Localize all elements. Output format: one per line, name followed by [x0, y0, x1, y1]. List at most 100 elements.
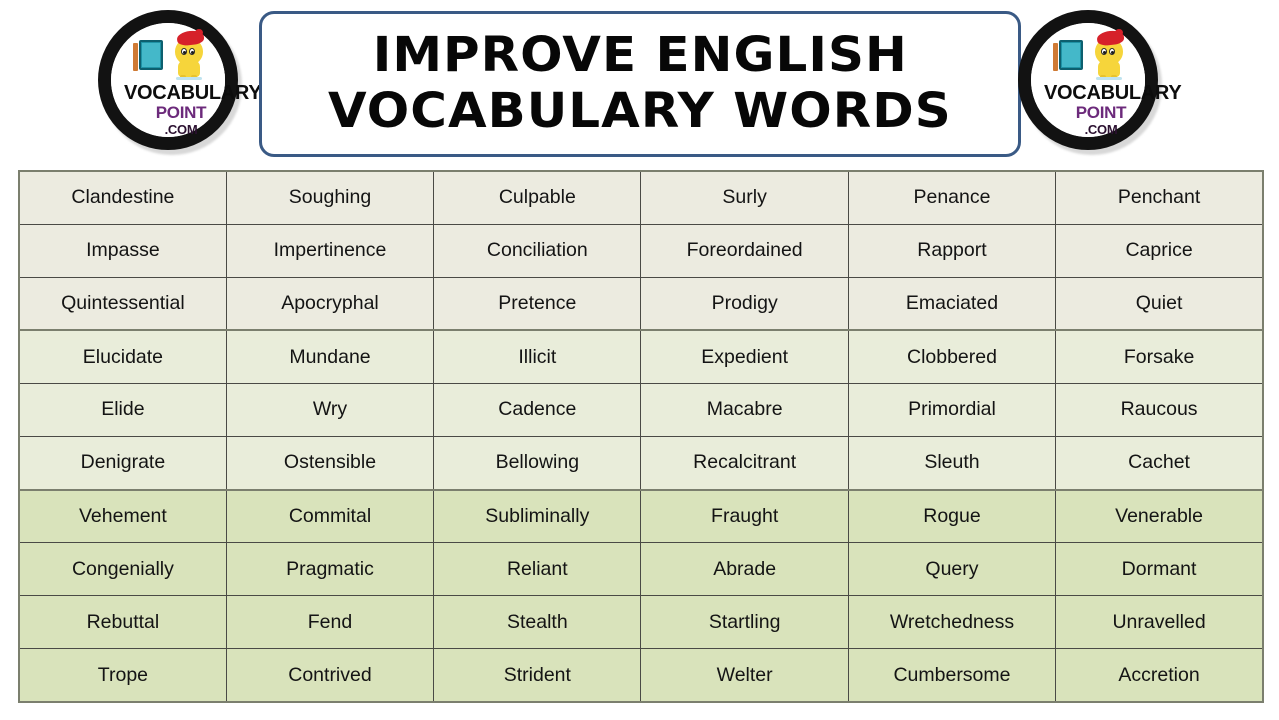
- table-row: Vehement Commital Subliminally Fraught Rogue…: [18, 489, 1264, 544]
- vocabulary-word-cell: Soughing: [225, 170, 435, 225]
- vocabulary-word-cell: Cachet: [1055, 435, 1264, 491]
- logo-text-vocabulary: VOCABULARY: [124, 82, 262, 104]
- vocabulary-word-cell: Bellowing: [433, 435, 642, 491]
- mascot-pupil-right: [191, 51, 194, 54]
- mascot-pupil-right: [1111, 51, 1114, 54]
- vocabulary-table-wrap: Clandestine Soughing Culpable Surly Penance P…: [18, 170, 1264, 703]
- vocabulary-word-cell: Cadence: [433, 382, 642, 437]
- vocabulary-word-cell: Venerable: [1055, 489, 1264, 544]
- vocabulary-word-cell: Welter: [640, 648, 849, 703]
- vocabulary-table: Clandestine Soughing Culpable Surly Penance P…: [18, 170, 1264, 703]
- vocabulary-word-cell: Abrade: [640, 542, 849, 597]
- vocabulary-word-cell: Rapport: [847, 223, 1057, 278]
- vocabulary-word-cell: Pretence: [433, 276, 642, 332]
- mascot-eye-left: [1101, 48, 1107, 55]
- vocabulary-word-cell: Dormant: [1055, 542, 1264, 597]
- vocabulary-word-cell: Penchant: [1055, 170, 1264, 225]
- vocabulary-word-cell: Clobbered: [847, 329, 1057, 384]
- mascot-eye-left: [181, 48, 187, 55]
- vocabulary-word-cell: Strident: [433, 648, 642, 703]
- vocabulary-word-cell: Macabre: [640, 382, 849, 437]
- brand-logo-right: VOCABULARY POINT .COM: [1018, 10, 1182, 158]
- vocabulary-word-cell: Wry: [225, 382, 435, 437]
- vocabulary-word-cell: Primordial: [847, 382, 1057, 437]
- vocabulary-word-cell: Commital: [225, 489, 435, 544]
- vocabulary-word-cell: Illicit: [433, 329, 642, 384]
- vocabulary-word-cell: Ostensible: [225, 435, 435, 491]
- table-row: Rebuttal Fend Stealth Startling Wretchedness…: [18, 595, 1264, 650]
- vocabulary-word-cell: Mundane: [225, 329, 435, 384]
- vocabulary-word-cell: Prodigy: [640, 276, 849, 332]
- vocabulary-word-cell: Elucidate: [18, 329, 227, 384]
- vocabulary-word-cell: Fend: [225, 595, 435, 650]
- book-icon: [1051, 40, 1085, 72]
- mascot-icon: [169, 29, 209, 80]
- vocabulary-word-cell: Raucous: [1055, 382, 1264, 437]
- vocabulary-word-cell: Accretion: [1055, 648, 1264, 703]
- table-row: Congenially Pragmatic Reliant Abrade Query Do…: [18, 542, 1264, 597]
- vocabulary-word-cell: Foreordained: [640, 223, 849, 278]
- logo-text-vocabulary: VOCABULARY: [1044, 82, 1182, 104]
- mascot-icon: [1089, 29, 1129, 80]
- brand-logo-left: VOCABULARY POINT .COM: [98, 10, 262, 158]
- vocabulary-word-cell: Congenially: [18, 542, 227, 597]
- page-title-line-2: VOCABULARY WORDS: [328, 83, 952, 139]
- mascot-pupil-left: [1103, 51, 1106, 54]
- table-row: Elide Wry Cadence Macabre Primordial Raucous: [18, 382, 1264, 437]
- vocabulary-word-cell: Sleuth: [847, 435, 1057, 491]
- vocabulary-word-cell: Elide: [18, 382, 227, 437]
- mascot-base: [176, 77, 202, 80]
- mascot-cap-nub: [1115, 29, 1123, 36]
- vocabulary-word-cell: Pragmatic: [225, 542, 435, 597]
- vocabulary-word-cell: Subliminally: [433, 489, 642, 544]
- table-row: Trope Contrived Strident Welter Cumbersome Ac…: [18, 648, 1264, 703]
- logo-text-point: POINT: [155, 103, 207, 122]
- vocabulary-word-cell: Rogue: [847, 489, 1057, 544]
- vocabulary-word-cell: Forsake: [1055, 329, 1264, 384]
- vocabulary-word-cell: Unravelled: [1055, 595, 1264, 650]
- vocabulary-table-body: Clandestine Soughing Culpable Surly Penance P…: [18, 170, 1264, 703]
- vocabulary-word-cell: Wretchedness: [847, 595, 1057, 650]
- vocabulary-word-cell: Query: [847, 542, 1057, 597]
- book-icon: [131, 40, 165, 72]
- vocabulary-word-cell: Emaciated: [847, 276, 1057, 332]
- mascot-eye-right: [189, 48, 195, 55]
- vocabulary-word-cell: Clandestine: [18, 170, 227, 225]
- vocabulary-word-cell: Conciliation: [433, 223, 642, 278]
- vocabulary-word-cell: Quintessential: [18, 276, 227, 332]
- mascot-body: [178, 60, 200, 77]
- vocabulary-word-cell: Trope: [18, 648, 227, 703]
- logo-inner-disc: VOCABULARY POINT .COM: [1031, 23, 1182, 137]
- logo-text-dotcom: .COM: [1084, 122, 1118, 137]
- page-title-line-1: IMPROVE ENGLISH: [372, 27, 908, 84]
- vocabulary-word-cell: Culpable: [433, 170, 642, 225]
- vocabulary-word-cell: Impasse: [18, 223, 227, 278]
- vocabulary-word-cell: Stealth: [433, 595, 642, 650]
- mascot-body: [1098, 60, 1120, 77]
- vocabulary-word-cell: Rebuttal: [18, 595, 227, 650]
- logo-text-point: POINT: [1075, 103, 1127, 122]
- table-row: Elucidate Mundane Illicit Expedient Clobbere…: [18, 329, 1264, 384]
- logo-text-dotcom: .COM: [164, 122, 198, 137]
- table-row: Quintessential Apocryphal Pretence Prodigy E…: [18, 276, 1264, 332]
- mascot-base: [1096, 77, 1122, 80]
- book-spine: [133, 43, 138, 71]
- page-header: VOCABULARY POINT .COM IMPROVE ENGLISH VO…: [0, 0, 1279, 165]
- vocabulary-word-cell: Quiet: [1055, 276, 1264, 332]
- book-spine: [1053, 43, 1058, 71]
- logo-inner-disc: VOCABULARY POINT .COM: [111, 23, 262, 137]
- vocabulary-word-cell: Penance: [847, 170, 1057, 225]
- book-page: [1062, 43, 1080, 67]
- vocabulary-word-cell: Contrived: [225, 648, 435, 703]
- table-row: Clandestine Soughing Culpable Surly Penance P…: [18, 170, 1264, 225]
- vocabulary-word-cell: Vehement: [18, 489, 227, 544]
- vocabulary-word-cell: Fraught: [640, 489, 849, 544]
- mascot-eye-right: [1109, 48, 1115, 55]
- vocabulary-word-cell: Denigrate: [18, 435, 227, 491]
- vocabulary-word-cell: Startling: [640, 595, 849, 650]
- vocabulary-word-cell: Caprice: [1055, 223, 1264, 278]
- vocabulary-word-cell: Reliant: [433, 542, 642, 597]
- page-title: IMPROVE ENGLISH VOCABULARY WORDS: [259, 11, 1021, 157]
- mascot-pupil-left: [183, 51, 186, 54]
